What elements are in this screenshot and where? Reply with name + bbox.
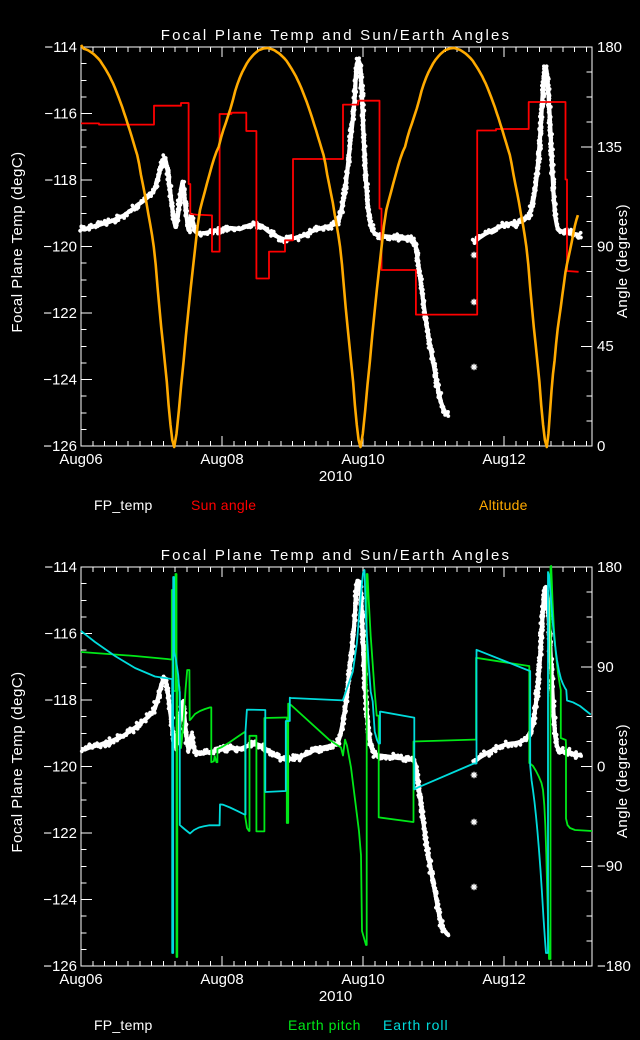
svg-text:−118: −118	[44, 692, 77, 709]
svg-text:Aug08: Aug08	[200, 451, 243, 468]
svg-text:FP_temp: FP_temp	[94, 497, 153, 513]
svg-text:90: 90	[597, 239, 614, 256]
svg-text:−126: −126	[43, 438, 77, 455]
svg-text:Earth pitch: Earth pitch	[288, 1017, 361, 1033]
svg-text:−118: −118	[44, 172, 77, 189]
svg-text:Focal Plane Temp and Sun/Earth: Focal Plane Temp and Sun/Earth Angles	[161, 27, 511, 44]
svg-text:−120: −120	[43, 239, 77, 256]
svg-text:Angle (degrees): Angle (degrees)	[614, 204, 631, 318]
svg-text:−116: −116	[44, 626, 77, 643]
svg-text:Aug12: Aug12	[482, 971, 525, 988]
svg-text:−126: −126	[43, 958, 77, 975]
svg-text:Sun angle: Sun angle	[191, 497, 256, 513]
svg-text:Focal Plane Temp (degC): Focal Plane Temp (degC)	[9, 671, 26, 852]
svg-text:−124: −124	[43, 372, 77, 389]
svg-text:−180: −180	[597, 958, 631, 975]
svg-text:−114: −114	[44, 559, 77, 576]
svg-text:−122: −122	[43, 825, 77, 842]
svg-text:Focal Plane Temp (degC): Focal Plane Temp (degC)	[9, 151, 26, 332]
svg-text:Focal Plane Temp and Sun/Earth: Focal Plane Temp and Sun/Earth Angles	[161, 547, 511, 564]
svg-text:0: 0	[597, 759, 605, 776]
svg-text:Aug06: Aug06	[59, 971, 102, 988]
svg-text:−114: −114	[44, 39, 77, 56]
svg-text:−116: −116	[44, 106, 77, 123]
svg-text:Aug10: Aug10	[341, 971, 384, 988]
svg-text:180: 180	[597, 559, 622, 576]
svg-text:180: 180	[597, 39, 622, 56]
svg-text:Earth roll: Earth roll	[383, 1017, 449, 1033]
svg-text:Altitude: Altitude	[479, 497, 528, 513]
svg-text:−122: −122	[43, 305, 77, 322]
svg-text:Aug10: Aug10	[341, 451, 384, 468]
svg-text:2010: 2010	[319, 468, 352, 485]
svg-text:0: 0	[597, 438, 605, 455]
svg-text:Aug08: Aug08	[200, 971, 243, 988]
svg-text:Aug06: Aug06	[59, 451, 102, 468]
svg-text:135: 135	[597, 139, 622, 156]
svg-text:−124: −124	[43, 892, 77, 909]
svg-text:−90: −90	[597, 858, 622, 875]
svg-text:90: 90	[597, 659, 614, 676]
svg-text:45: 45	[597, 338, 614, 355]
svg-text:Angle (degrees): Angle (degrees)	[614, 724, 631, 838]
svg-text:2010: 2010	[319, 988, 352, 1005]
svg-text:Aug12: Aug12	[482, 451, 525, 468]
svg-text:−120: −120	[43, 759, 77, 776]
svg-text:FP_temp: FP_temp	[94, 1017, 153, 1033]
